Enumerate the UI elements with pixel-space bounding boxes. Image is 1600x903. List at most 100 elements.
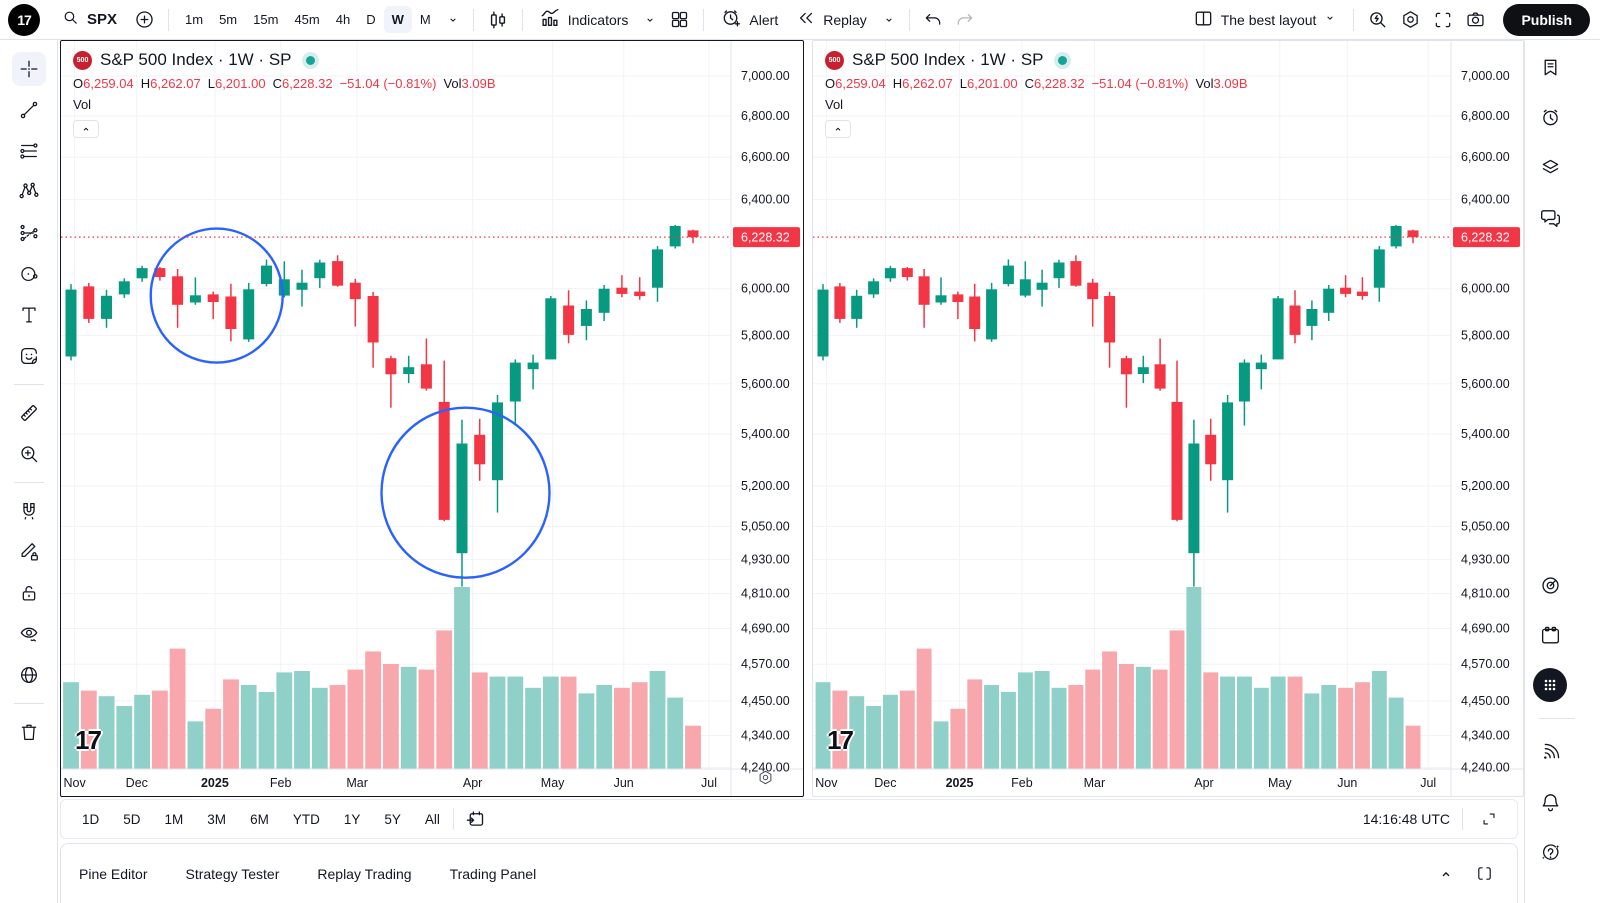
emoji-tool-button[interactable]	[12, 339, 46, 373]
range-6M-button[interactable]: 6M	[243, 807, 276, 832]
top-toolbar: 17 SPX 1m 5m 15m 45m 4h D W M Indicators Alert …	[0, 0, 1600, 40]
ellipse-tool-button[interactable]	[12, 257, 46, 291]
svg-text:Jun: Jun	[614, 776, 634, 790]
indicators-button[interactable]: Indicators	[531, 1, 637, 38]
replay-button[interactable]: Replay	[788, 2, 875, 37]
chart-panel-right[interactable]: 500 S&P 500 Index · 1W · SP O6,259.04 H6,26…	[812, 40, 1524, 797]
help-button[interactable]	[1531, 833, 1569, 871]
screener-radar-button[interactable]	[1531, 566, 1569, 604]
apps-grid-button[interactable]	[1531, 666, 1569, 704]
last-price-label	[733, 227, 800, 248]
chat-button[interactable]	[1531, 198, 1569, 236]
chart-canvas[interactable]: 7,000.00 6,800.00 6,600.00 6,400.00 6,000.00…	[813, 41, 1523, 796]
timeframe-chevron-down-icon[interactable]	[441, 8, 465, 32]
svg-text:4,450.00: 4,450.00	[1461, 694, 1510, 708]
svg-text:5,600.00: 5,600.00	[741, 377, 790, 391]
price-axis[interactable]: 7,000.00 6,800.00 6,600.00 6,400.00 6,000.00…	[733, 69, 800, 775]
fullscreen-button[interactable]	[1428, 5, 1458, 35]
notifications-bell-button[interactable]	[1531, 783, 1569, 821]
range-All-button[interactable]: All	[418, 807, 447, 832]
lock-all-tool-button[interactable]	[12, 576, 46, 610]
timeframe-1m-button[interactable]: 1m	[177, 6, 211, 33]
indicators-chevron-down-icon[interactable]	[638, 8, 662, 32]
timeframe-5m-button[interactable]: 5m	[211, 6, 245, 33]
drawing-annotations[interactable]	[149, 227, 551, 579]
watchlist-button[interactable]	[1531, 48, 1569, 86]
svg-text:6,000.00: 6,000.00	[1461, 282, 1510, 296]
time-axis[interactable]: Nov Dec 2025 Feb Mar Apr May Jun Jul	[815, 776, 1436, 790]
chart-symbol-title[interactable]: S&P 500 Index · 1W · SP	[852, 50, 1044, 69]
object-tree-button[interactable]	[1531, 148, 1569, 186]
trash-tool-button[interactable]	[12, 715, 46, 749]
alert-button[interactable]: Alert	[712, 1, 786, 38]
indicator-templates-button[interactable]	[664, 4, 695, 35]
panel-maximize-button[interactable]	[1470, 859, 1499, 888]
alerts-clock-button[interactable]	[1531, 98, 1569, 136]
xabcd-pattern-tool-button[interactable]	[12, 175, 46, 209]
tradingview-logo[interactable]: 17	[8, 3, 40, 36]
parallel-lines-tool-button[interactable]	[12, 134, 46, 168]
compare-add-symbol-button[interactable]	[129, 4, 160, 35]
timeframe-45m-button[interactable]: 45m	[286, 6, 327, 33]
settings-gear-button[interactable]	[1395, 4, 1426, 35]
range-1D-button[interactable]: 1D	[75, 807, 106, 832]
range-5Y-button[interactable]: 5Y	[377, 807, 408, 832]
publish-button[interactable]: Publish	[1503, 3, 1590, 36]
text-tool-button[interactable]	[12, 298, 46, 332]
tab-replay-trading[interactable]: Replay Trading	[317, 865, 412, 882]
hide-drawings-tool-button[interactable]	[12, 617, 46, 651]
svg-text:Jul: Jul	[1420, 776, 1436, 790]
svg-text:Jun: Jun	[1337, 776, 1357, 790]
market-status-dot[interactable]	[305, 55, 315, 65]
chart-symbol-title[interactable]: S&P 500 Index · 1W · SP	[100, 50, 292, 69]
sync-globe-tool-button[interactable]	[12, 658, 46, 692]
range-1M-button[interactable]: 1M	[158, 807, 191, 832]
range-3M-button[interactable]: 3M	[200, 807, 233, 832]
volume-pane-label[interactable]: Vol	[825, 97, 844, 112]
panel-expand-chevron-up-button[interactable]	[1432, 860, 1460, 888]
range-5D-button[interactable]: 5D	[116, 807, 147, 832]
bottom-panel: Pine Editor Strategy Tester Replay Trading…	[60, 843, 1518, 903]
legend-collapse-button[interactable]	[73, 120, 99, 138]
legend-collapse-button[interactable]	[825, 120, 851, 138]
volume-pane-label[interactable]: Vol	[73, 97, 92, 112]
go-to-date-button[interactable]	[460, 804, 491, 835]
chart-canvas[interactable]: 7,000.00 6,800.00 6,600.00 6,400.00 6,000.00…	[61, 41, 803, 796]
symbol-search[interactable]: SPX	[52, 3, 127, 36]
trend-line-tool-button[interactable]	[12, 93, 46, 127]
timezone-settings-gear-icon[interactable]	[757, 769, 774, 791]
zoom-in-tool-button[interactable]	[12, 437, 46, 471]
crosshair-tool-button[interactable]	[11, 52, 46, 86]
forecast-tool-button[interactable]	[12, 216, 46, 250]
drawing-mode-lock-tool-button[interactable]	[12, 535, 46, 569]
timeframe-4h-button[interactable]: 4h	[328, 6, 358, 33]
quick-search-button[interactable]	[1362, 4, 1393, 35]
divider	[452, 808, 454, 830]
range-YTD-button[interactable]: YTD	[286, 807, 327, 832]
magnet-tool-button[interactable]	[12, 494, 46, 528]
calendar-button[interactable]	[1531, 616, 1569, 654]
tab-pine-editor[interactable]: Pine Editor	[79, 865, 148, 882]
redo-button[interactable]	[950, 5, 980, 35]
price-axis[interactable]: 7,000.00 6,800.00 6,600.00 6,400.00 6,000.00…	[1453, 69, 1520, 775]
replay-chevron-down-icon[interactable]	[877, 8, 901, 32]
timeframe-15m-button[interactable]: 15m	[245, 6, 286, 33]
undo-button[interactable]	[918, 5, 948, 35]
timescale-adjust-icon[interactable]	[1475, 805, 1503, 833]
tab-strategy-tester[interactable]: Strategy Tester	[185, 865, 280, 882]
ruler-tool-button[interactable]	[12, 396, 46, 430]
broadcast-button[interactable]	[1531, 733, 1569, 771]
snapshot-camera-button[interactable]	[1460, 4, 1491, 35]
layout-select-button[interactable]: The best layout	[1185, 2, 1346, 38]
timeframe-W-button[interactable]: W	[383, 6, 412, 33]
timeframe-M-button[interactable]: M	[412, 6, 439, 33]
svg-text:Nov: Nov	[815, 776, 838, 790]
time-axis[interactable]: Nov Dec 2025 Feb Mar Apr May Jun Jul	[63, 776, 717, 790]
chart-panel-left[interactable]: 500 S&P 500 Index · 1W · SP O6,259.04 H6,26…	[60, 40, 804, 797]
market-status-dot[interactable]	[1057, 55, 1067, 65]
chart-type-candles-button[interactable]	[482, 4, 514, 36]
clock-utc[interactable]: 14:16:48 UTC	[1362, 811, 1450, 827]
timeframe-D-button[interactable]: D	[358, 6, 383, 33]
range-1Y-button[interactable]: 1Y	[337, 807, 368, 832]
tab-trading-panel[interactable]: Trading Panel	[449, 865, 537, 882]
